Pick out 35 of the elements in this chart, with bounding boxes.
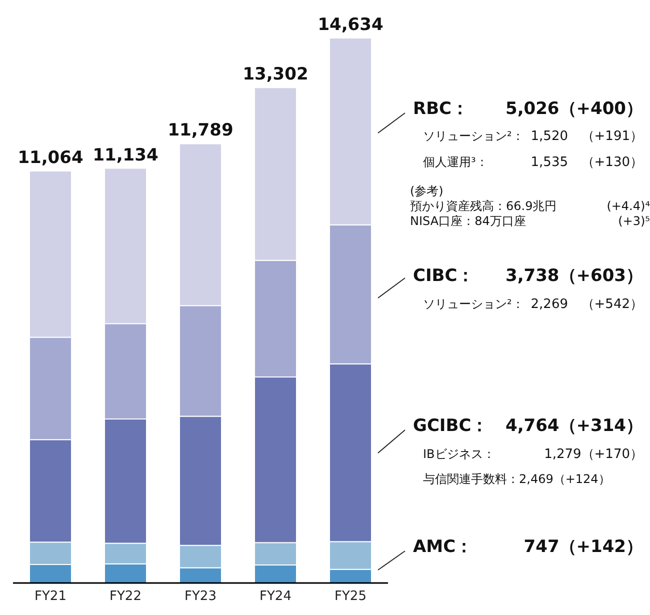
- text: 747（+142）: [524, 537, 643, 557]
- text: 5,026（+400）: [505, 99, 643, 119]
- text: CIBC：: [413, 266, 474, 286]
- text: GCIBC：: [413, 416, 488, 436]
- x-tick-label: FY24: [260, 589, 292, 604]
- x-tick-label: FY21: [34, 589, 66, 604]
- text: 2,269: [530, 297, 568, 312]
- annotation: 11,064: [18, 148, 84, 168]
- text: 1,279（+170）: [544, 447, 643, 462]
- text: ソリューション²：: [423, 297, 524, 312]
- text: 与信関連手数料：2,469（+124）: [423, 472, 610, 486]
- x-tick-label: FY25: [334, 589, 366, 604]
- text: 3,738（+603）: [505, 266, 643, 286]
- text: 預かり資産残高：66.9兆円: [410, 199, 557, 214]
- text: （+130）: [581, 155, 643, 170]
- x-tick-label: FY22: [110, 589, 142, 604]
- annotation: 11,134: [92, 145, 158, 166]
- text: 1,535: [530, 155, 568, 170]
- text: 1,520: [530, 129, 568, 144]
- annotation: 14,634: [318, 15, 384, 35]
- annotation: 11,789: [168, 120, 234, 141]
- text: NISA口座：84万口座: [410, 214, 526, 228]
- text: IBビジネス：: [423, 447, 495, 462]
- text: AMC：: [413, 537, 473, 557]
- text: ソリューション²：: [423, 129, 524, 144]
- text: RBC：: [413, 99, 469, 119]
- text: 4,764（+314）: [505, 416, 643, 436]
- text: (+4.4)⁴: [606, 199, 650, 214]
- text: 個人運用³：: [423, 155, 488, 170]
- text: (参考): [410, 184, 444, 198]
- annotation: 13,302: [242, 64, 308, 85]
- text: （+191）: [581, 129, 643, 144]
- x-tick-label: FY23: [184, 589, 216, 604]
- text: （+542）: [581, 297, 643, 312]
- text: (+3)⁵: [618, 214, 650, 228]
